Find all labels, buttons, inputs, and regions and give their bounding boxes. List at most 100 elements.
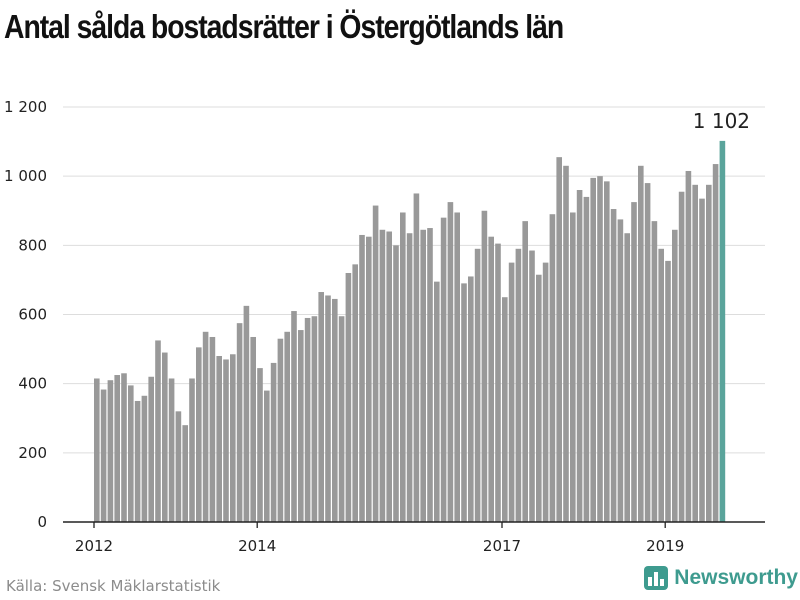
bar [250, 336, 256, 522]
bar [121, 373, 127, 522]
y-tick-label: 600 [18, 306, 47, 324]
bar [134, 400, 141, 522]
bar [325, 295, 331, 522]
y-tick-label: 1 200 [4, 98, 47, 116]
bar [576, 190, 583, 522]
bar [141, 395, 148, 522]
y-tick-label: 1 000 [4, 167, 47, 185]
chart-title: Antal sålda bostadsrätter i Östergötland… [4, 8, 564, 45]
bar [508, 262, 515, 522]
bar [549, 214, 556, 523]
bar [413, 193, 420, 523]
bar-chart-logo-icon [644, 566, 669, 590]
bar [393, 245, 399, 523]
bar [359, 234, 365, 523]
bar [243, 305, 250, 522]
bar [597, 176, 603, 522]
highlight-value-label: 1 102 [693, 109, 750, 133]
bar-chart: 2012 2014 2017 2019 0 200 400 600 800 1 000 1 200… [4, 98, 765, 555]
bar [468, 276, 474, 522]
bar [400, 212, 406, 522]
bar [434, 281, 440, 522]
bar [420, 229, 426, 523]
bar [570, 212, 576, 522]
bar [202, 331, 209, 522]
y-tick-label: 0 [37, 513, 47, 531]
bar [638, 165, 644, 522]
bar [672, 229, 678, 523]
bar [318, 292, 324, 522]
bar [529, 250, 535, 523]
bar [617, 219, 624, 523]
bar [304, 317, 311, 522]
bar [128, 385, 134, 522]
bar [209, 336, 216, 522]
bar [175, 411, 182, 522]
x-tick-label: 2019 [646, 537, 684, 555]
bar [277, 338, 284, 522]
bar [230, 354, 236, 522]
bar [338, 316, 345, 522]
bar [658, 248, 664, 522]
x-tick-label: 2014 [238, 537, 276, 555]
bar [440, 217, 447, 522]
bar [114, 375, 120, 522]
bar [366, 236, 372, 522]
bar [155, 340, 161, 522]
bar [706, 184, 712, 522]
bar [223, 359, 229, 522]
bar [311, 316, 318, 522]
bar [168, 378, 175, 522]
bar [542, 262, 549, 522]
bar [298, 330, 304, 522]
bar [604, 181, 610, 522]
bar [100, 389, 107, 522]
bar [515, 248, 522, 522]
bar [332, 298, 338, 522]
bar [461, 283, 467, 522]
bar [678, 191, 685, 522]
bar [699, 198, 705, 523]
bar [189, 378, 195, 522]
bar [712, 164, 719, 522]
bar [651, 221, 658, 522]
bar [495, 243, 501, 522]
bar [352, 264, 358, 522]
bar [94, 378, 100, 522]
x-ticks: 2012 2014 2017 2019 [75, 522, 684, 555]
bar [481, 210, 488, 522]
brand: Newsworthy [644, 566, 798, 590]
bar [502, 297, 508, 522]
bar [162, 352, 168, 522]
y-tick-labels: 0 200 400 600 800 1 000 1 200 [4, 98, 47, 531]
bar-highlight [719, 140, 726, 522]
bar [624, 233, 630, 522]
bar [644, 183, 651, 523]
bar [556, 157, 562, 523]
bar [257, 368, 263, 522]
bar [474, 248, 481, 522]
bar [236, 323, 243, 522]
bar [488, 236, 494, 522]
bar [216, 356, 222, 522]
bar [685, 170, 692, 522]
bar [264, 390, 270, 522]
y-tick-label: 400 [18, 375, 47, 393]
bar [454, 212, 460, 522]
bars [94, 140, 726, 523]
bar [536, 274, 542, 522]
bar [665, 260, 671, 522]
bar [583, 196, 590, 522]
bar [590, 177, 596, 523]
y-tick-label: 800 [18, 236, 47, 254]
bar [107, 380, 114, 522]
bar [522, 221, 528, 522]
bar [270, 362, 277, 522]
x-tick-label: 2012 [75, 537, 113, 555]
bar [406, 233, 413, 522]
bar [345, 273, 352, 522]
bar [447, 202, 454, 522]
bar [386, 231, 392, 522]
bar [196, 347, 202, 522]
bar [284, 331, 290, 522]
